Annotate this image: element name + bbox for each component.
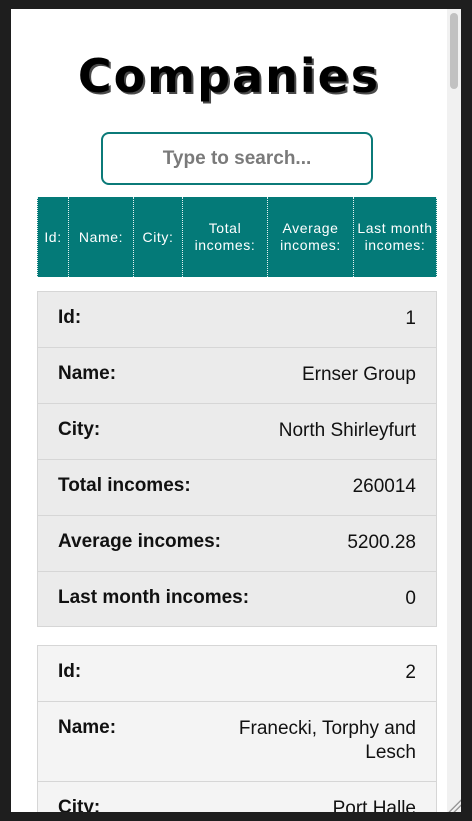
company-card: Id: 2 Name: Franecki, Torphy and Lesch C… [37, 645, 437, 812]
field-label: Total incomes: [58, 475, 191, 496]
header-city[interactable]: City: [134, 197, 183, 277]
company-card: Id: 1 Name: Ernser Group City: North Shi… [37, 291, 437, 627]
header-name[interactable]: Name: [69, 197, 134, 277]
table-header-row: Id: Name: City: Total incomes: Average i… [37, 197, 437, 277]
field-label: Name: [58, 363, 117, 384]
field-row-city: City: North Shirleyfurt [38, 404, 436, 460]
field-value: 1 [405, 308, 416, 329]
field-row-last-month-incomes: Last month incomes: 0 [38, 572, 436, 626]
field-row-name: Name: Franecki, Torphy and Lesch [38, 702, 436, 782]
field-label: Id: [58, 307, 82, 328]
field-value: 5200.28 [347, 532, 416, 553]
field-value: Ernser Group [301, 364, 416, 385]
page-title: Companies [77, 49, 381, 103]
header-average-incomes[interactable]: Average incomes: [268, 197, 354, 277]
field-row-name: Name: Ernser Group [38, 348, 436, 404]
field-label: Name: [58, 717, 117, 738]
field-value: 0 [405, 588, 416, 609]
field-row-average-incomes: Average incomes: 5200.28 [38, 516, 436, 572]
field-value: 2 [405, 662, 416, 683]
vertical-scrollbar[interactable] [447, 9, 461, 812]
field-label: Id: [58, 661, 82, 682]
header-total-incomes[interactable]: Total incomes: [183, 197, 268, 277]
scrollbar-thumb[interactable] [450, 13, 458, 89]
page-viewport: Companies Id: Name: City: Total incomes:… [11, 9, 447, 812]
field-row-id: Id: 2 [38, 646, 436, 702]
field-value: North Shirleyfurt [278, 420, 416, 441]
field-label: Average incomes: [58, 531, 221, 552]
field-label: Last month incomes: [58, 587, 250, 608]
field-row-total-incomes: Total incomes: 260014 [38, 460, 436, 516]
field-row-city: City: Port Halle [38, 782, 436, 812]
header-id[interactable]: Id: [37, 197, 69, 277]
field-label: City: [58, 797, 101, 812]
field-value: Port Halle [332, 798, 416, 812]
resize-grip-icon[interactable] [447, 798, 461, 812]
field-label: City: [58, 419, 101, 440]
field-value: 260014 [352, 476, 416, 497]
field-row-id: Id: 1 [38, 292, 436, 348]
header-last-month-incomes[interactable]: Last month incomes: [354, 197, 437, 277]
field-value: Franecki, Torphy and Lesch [238, 718, 416, 763]
search-input[interactable] [101, 132, 373, 185]
